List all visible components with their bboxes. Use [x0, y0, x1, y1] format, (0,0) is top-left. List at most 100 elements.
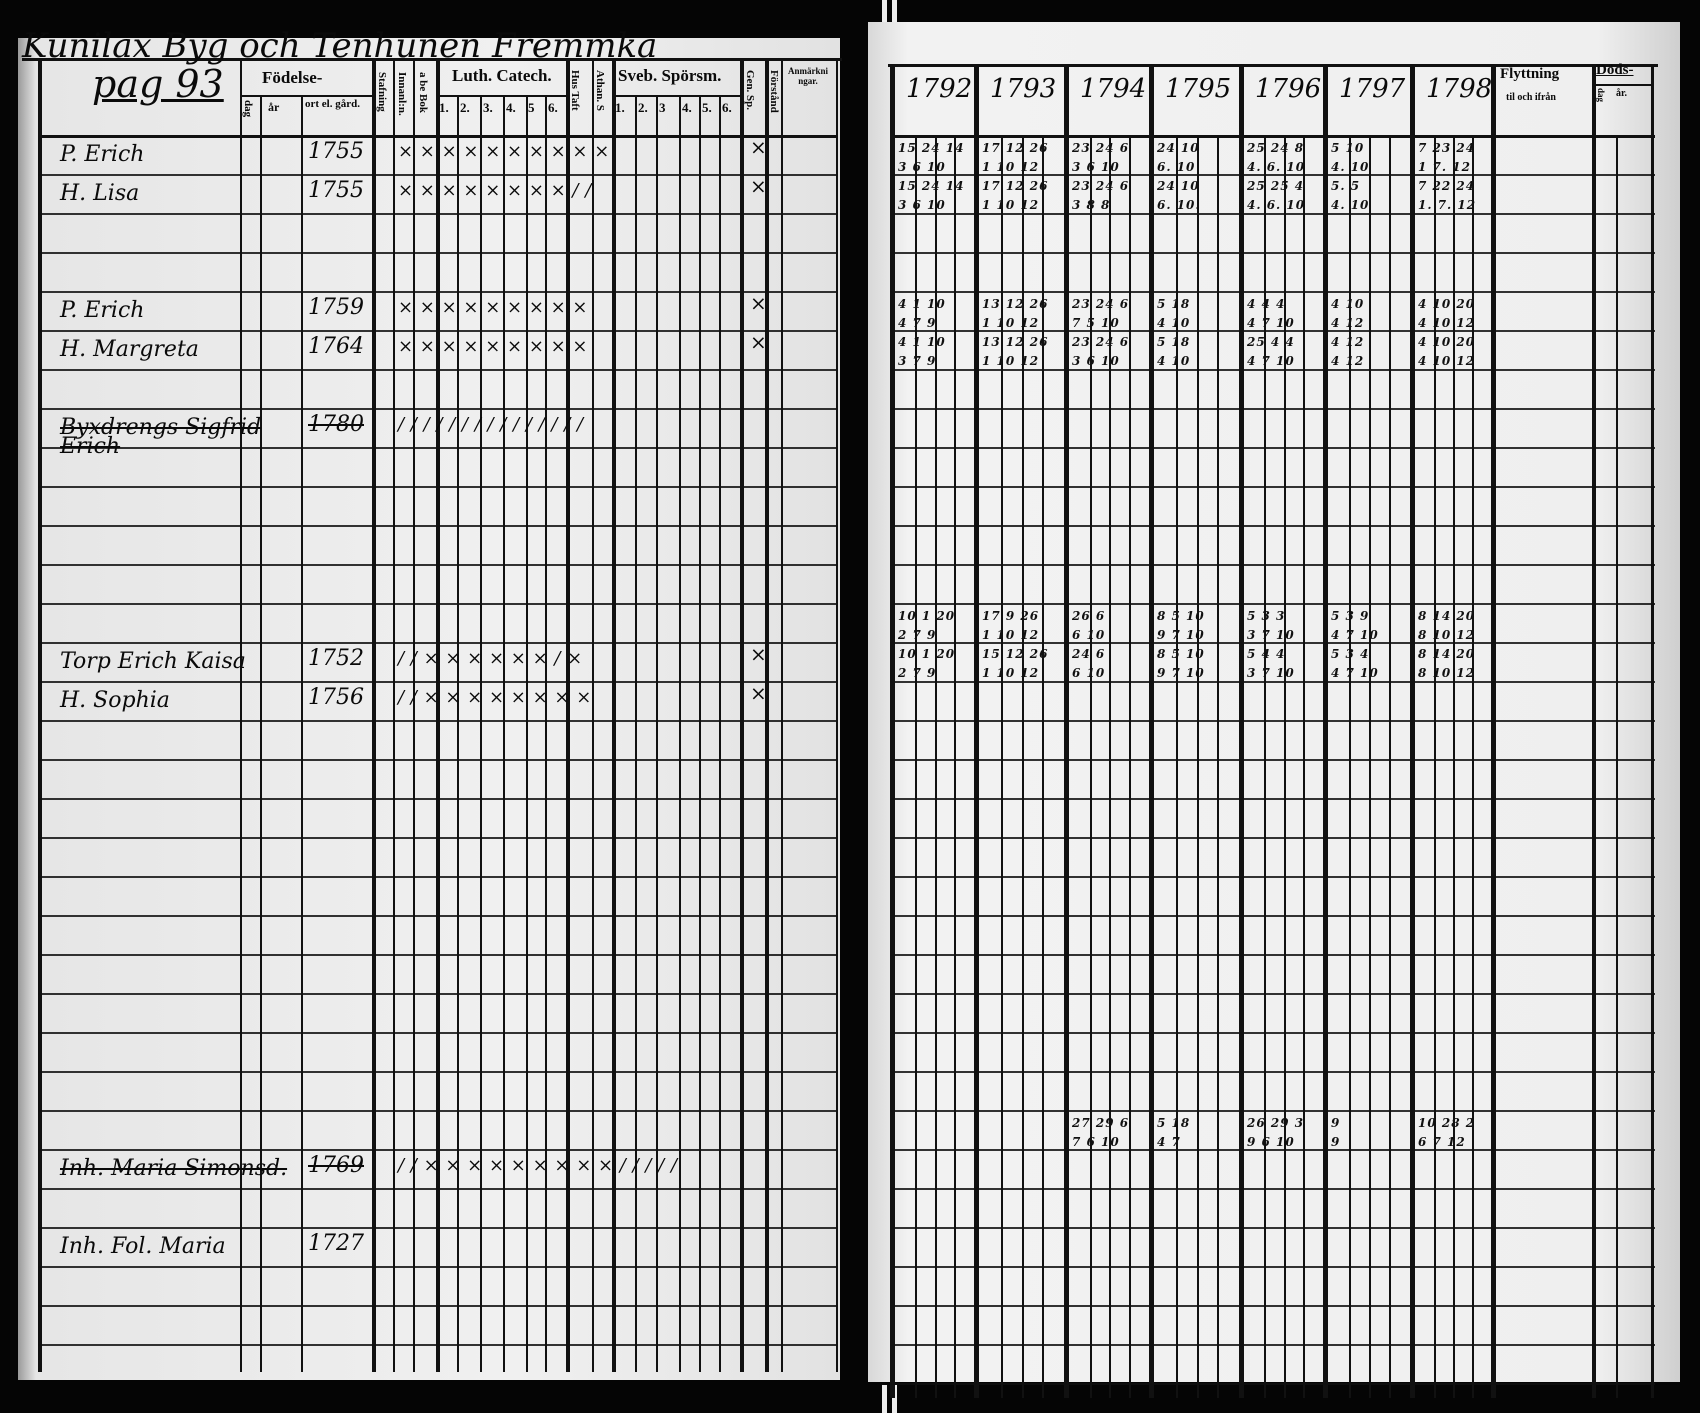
entry-catechism-marks: / / / / / / / / / / / / / / / — [398, 414, 585, 435]
header-anmarkningar: Anmärkningar. — [788, 66, 829, 86]
rule-line — [719, 96, 721, 1372]
entry-birth-year: 1780 — [308, 412, 364, 437]
header-athan: Athan. S — [594, 70, 606, 111]
yearly-record: 8 10 12 — [1418, 628, 1476, 642]
rule-line — [1471, 135, 1474, 1398]
rule-line — [890, 681, 1655, 683]
yearly-record: 4 10 20 — [1418, 297, 1476, 311]
yearly-record: 6 10 — [1072, 666, 1106, 680]
yearly-record: 25 4 4 — [1247, 335, 1295, 349]
yearly-record: 1 10 12 — [982, 628, 1040, 642]
header-gen-sp: Gen. Sp. — [744, 70, 756, 111]
rule-line — [1264, 135, 1267, 1398]
rule-line — [890, 1305, 1655, 1307]
rule-line — [372, 58, 376, 1372]
yearly-record: 15 12 26 — [982, 647, 1049, 661]
rule-line — [1302, 135, 1305, 1398]
header-year: 1793 — [990, 74, 1057, 104]
rule-line — [890, 1110, 1655, 1112]
entry-birth-year: 1769 — [308, 1153, 364, 1178]
yearly-record: 5 4 4 — [1247, 647, 1286, 661]
rule-line — [890, 64, 895, 1398]
yearly-record: 4 10 — [1331, 297, 1365, 311]
entry-birth-year: 1755 — [308, 139, 364, 164]
rule-line — [890, 1227, 1655, 1229]
rule-line — [1434, 135, 1437, 1398]
header-fodelse: Födelse- — [262, 68, 323, 87]
rule-line — [38, 1149, 838, 1151]
rule-line — [890, 486, 1655, 488]
header-dag: dag — [242, 100, 254, 118]
yearly-record: 1 10 12 — [982, 316, 1040, 330]
rule-line — [890, 525, 1655, 527]
rule-line — [1349, 135, 1352, 1398]
yearly-record: 8 14 20 — [1418, 647, 1476, 661]
rule-line — [890, 720, 1655, 722]
yearly-record: 4 7 10 — [1247, 354, 1295, 368]
rule-line — [890, 1188, 1655, 1190]
entry-forstand-mark: × — [750, 291, 767, 315]
rule-line — [1196, 135, 1199, 1398]
page-number: pag 93 — [92, 62, 224, 106]
yearly-record: 3 6 10 — [898, 198, 946, 212]
rule-line — [436, 58, 440, 1372]
yearly-record: 8 10 12 — [1418, 666, 1476, 680]
yearly-record: 23 24 6 — [1072, 179, 1130, 193]
rule-line — [301, 95, 303, 1372]
yearly-record: 4 12 — [1331, 316, 1365, 330]
rule-line — [38, 525, 838, 527]
rule-line — [890, 642, 1655, 644]
rule-line — [1616, 135, 1618, 1398]
entry-name: P. Erich — [60, 298, 145, 323]
rule-line — [890, 1149, 1655, 1151]
rule-line — [240, 58, 242, 1372]
yearly-record: 4 10 12 — [1418, 316, 1476, 330]
rule-line — [1452, 135, 1455, 1398]
rule-line — [38, 408, 838, 410]
entry-name: H. Lisa — [60, 181, 140, 206]
yearly-record: 3 6 10 — [898, 160, 946, 174]
yearly-record: 3 7 10 — [1247, 666, 1295, 680]
rule-line — [890, 876, 1655, 878]
yearly-record: 5 3 9 — [1331, 609, 1370, 623]
rule-line — [890, 564, 1655, 566]
yearly-record: 7 23 24 — [1418, 141, 1476, 155]
yearly-record: 3 6 10 — [1072, 160, 1120, 174]
header-year: 1795 — [1165, 74, 1232, 104]
yearly-record: 5 3 4 — [1331, 647, 1370, 661]
rule-line — [480, 96, 482, 1372]
yearly-record: 9 7 10 — [1157, 666, 1205, 680]
yearly-record: 6. 10. — [1157, 198, 1201, 212]
entry-forstand-mark: × — [750, 135, 767, 159]
rule-line — [38, 58, 42, 1372]
entry-catechism-marks: / / × × × × × × × × × / / / / / — [398, 1155, 679, 1176]
yearly-record: 6 7 12 — [1418, 1135, 1466, 1149]
yearly-record: 23 24 6 — [1072, 141, 1130, 155]
rule-line — [890, 174, 1655, 176]
rule-line — [38, 1227, 838, 1229]
rule-line — [1592, 64, 1596, 1398]
rule-line — [38, 798, 838, 800]
rule-line — [890, 408, 1655, 410]
header-sveb-num: 1. — [615, 100, 625, 115]
yearly-record: 4. 6. 10 — [1247, 198, 1306, 212]
rule-line — [38, 174, 838, 176]
yearly-record: 7 5 10 — [1072, 316, 1120, 330]
rule-line — [1596, 84, 1651, 86]
yearly-record: 8 14 20 — [1418, 609, 1476, 623]
rule-line — [38, 1344, 838, 1346]
entry-name: H. Margreta — [60, 337, 199, 362]
yearly-record: 7 22 24 — [1418, 179, 1476, 193]
rule-line — [699, 96, 701, 1372]
entry-name: Byxdrengs Sigfrid Erich — [60, 415, 262, 459]
rule-line — [1089, 135, 1092, 1398]
rule-line — [38, 447, 838, 449]
rule-line — [38, 720, 838, 722]
rule-line — [635, 96, 637, 1372]
rule-line — [656, 96, 658, 1372]
rule-line — [1491, 64, 1496, 1398]
register-title: Kunilax Byg och Tenhunen Fremmka — [22, 26, 658, 66]
rule-line — [566, 58, 570, 1372]
rule-line — [1410, 64, 1415, 1398]
rule-line — [740, 58, 744, 1372]
